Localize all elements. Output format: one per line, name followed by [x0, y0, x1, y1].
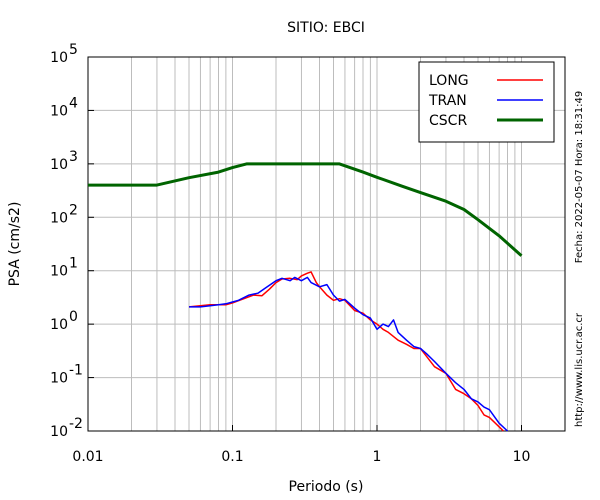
y-tick-exponent: 1: [69, 256, 78, 272]
y-tick-label: 10: [50, 157, 68, 173]
legend-label-long: LONG: [429, 73, 469, 89]
x-tick-label: 1: [373, 449, 382, 465]
y-tick-exponent: 3: [69, 149, 78, 165]
legend-box: [418, 61, 555, 143]
series-cscr-line: [88, 162, 523, 257]
x-axis-label: Periodo (s): [289, 479, 364, 495]
y-tick-label: 10: [50, 264, 68, 280]
y-tick-label: 10: [50, 50, 68, 66]
y-tick-label: 10: [50, 317, 68, 333]
chart-title: SITIO: EBCI: [287, 20, 365, 36]
legend-label-tran: TRAN: [428, 93, 467, 109]
legend: LONG TRAN CSCR: [418, 61, 555, 143]
y-tick-exponent: -2: [69, 416, 83, 432]
y-tick-label: 10: [50, 371, 68, 387]
source-url: http://www.lis.ucr.ac.cr: [574, 312, 585, 427]
x-tick-label: 0.01: [72, 449, 103, 465]
y-tick-label: 10: [50, 210, 68, 226]
y-tick-exponent: 0: [69, 309, 78, 325]
legend-label-cscr: CSCR: [429, 113, 467, 129]
y-tick-exponent: -1: [69, 363, 83, 379]
series-tran-line: [189, 276, 509, 432]
y-tick-label: 10: [50, 103, 68, 119]
y-tick-exponent: 4: [69, 95, 78, 111]
x-tick-label: 0.1: [221, 449, 243, 465]
y-axis-label: PSA (cm/s2): [7, 202, 23, 287]
y-tick-label: 10: [50, 424, 68, 440]
series-lines: [88, 162, 523, 432]
plot-frame: [87, 56, 566, 432]
y-tick-exponent: 5: [69, 42, 78, 58]
date-time-stamp: Fecha: 2022-05-07 Hora: 18:31:49: [574, 91, 585, 264]
x-tick-label: 10: [513, 449, 531, 465]
y-tick-exponent: 2: [69, 202, 78, 218]
grid: [88, 57, 565, 431]
